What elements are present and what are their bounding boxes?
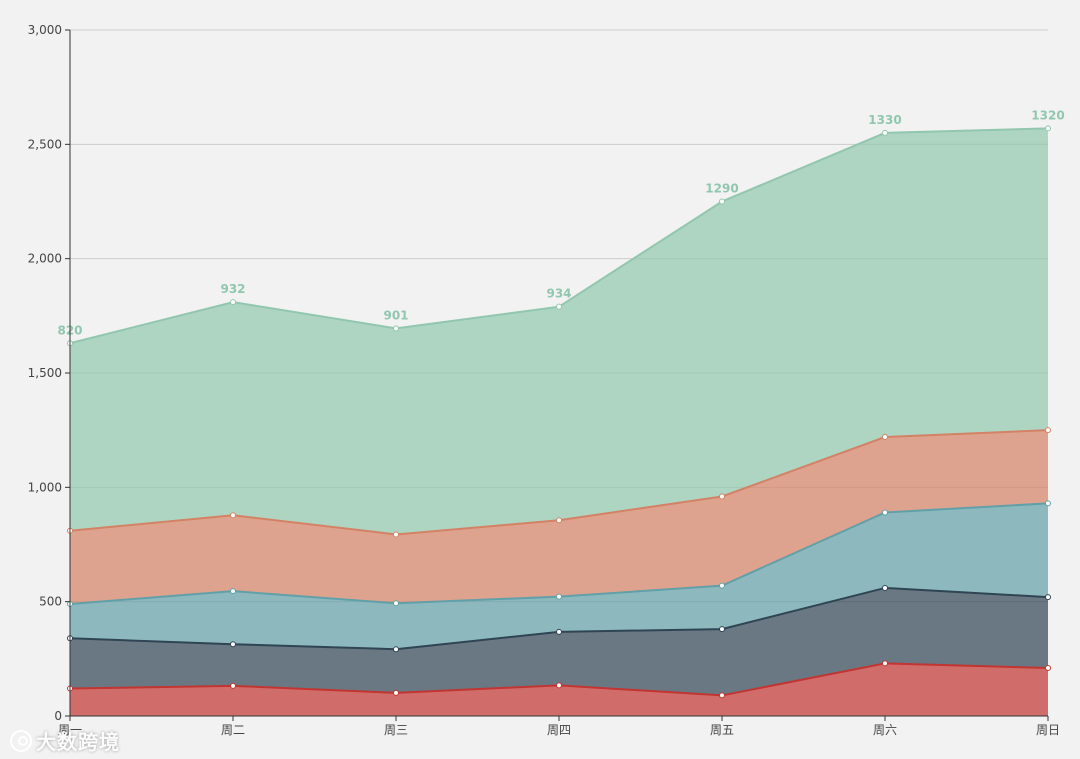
series-1-point-1: [230, 682, 236, 689]
series-2-point-2: [393, 646, 399, 653]
series-lines: [67, 125, 1051, 699]
y-tick-label-1: 500: [39, 595, 62, 609]
series-5-label-6: 1320: [1031, 108, 1064, 122]
series-2-point-6: [1045, 594, 1051, 601]
x-tick-label-0: 周一: [58, 723, 82, 737]
series-4-point-3: [556, 517, 562, 524]
x-tick-label-5: 周六: [873, 723, 897, 737]
series-2-point-1: [230, 641, 236, 648]
series-1-point-2: [393, 689, 399, 696]
series-5-point-3: [556, 303, 562, 310]
series-3-area: [70, 503, 1048, 650]
series-4-point-6: [1045, 427, 1051, 434]
series-1-point-3: [556, 682, 562, 689]
x-tick-label-1: 周二: [221, 723, 245, 737]
series-3-point-3: [556, 593, 562, 600]
series-5-label-2: 901: [383, 308, 408, 322]
series-2-point-5: [882, 584, 888, 591]
series-2-point-3: [556, 628, 562, 635]
series-3-point-5: [882, 509, 888, 516]
series-5-point-2: [393, 325, 399, 332]
series-5-area: [70, 128, 1048, 535]
y-tick-label-3: 1,500: [28, 366, 62, 380]
series-3-point-2: [393, 600, 399, 607]
series-2-area: [70, 587, 1048, 696]
y-tick-label-5: 2,500: [28, 137, 62, 151]
y-tick-label-6: 3,000: [28, 23, 62, 37]
y-tick-label-0: 0: [54, 709, 62, 723]
series-3-point-1: [230, 588, 236, 595]
series-4-point-1: [230, 512, 236, 519]
series-5-label-5: 1330: [868, 113, 901, 127]
x-tick-label-6: 周日: [1036, 723, 1060, 737]
series-1-point-6: [1045, 664, 1051, 671]
series-1-point-5: [882, 660, 888, 667]
series-1-area: [70, 663, 1048, 716]
series-5-point-5: [882, 129, 888, 136]
series-5-point-6: [1045, 125, 1051, 132]
y-tick-label-2: 1,000: [28, 480, 62, 494]
series-3-point-6: [1045, 500, 1051, 507]
y-tick-label-4: 2,000: [28, 252, 62, 266]
x-tick-label-2: 周三: [384, 723, 408, 737]
series-3-point-4: [719, 582, 725, 589]
series-4-point-2: [393, 531, 399, 538]
series-1-point-4: [719, 692, 725, 699]
series-2-point-4: [719, 626, 725, 633]
series-4-point-5: [882, 434, 888, 441]
series-4-area: [70, 430, 1048, 604]
series-5-label-3: 934: [546, 287, 571, 301]
series-5-label-1: 932: [220, 282, 245, 296]
series-5-label-4: 1290: [705, 182, 738, 196]
series-5-point-4: [719, 198, 725, 205]
axes: 0 500 1,000 1,500 2,000 2,500 3,000 周一 周二 周三 周四 周五 周…: [28, 23, 1060, 737]
x-tick-label-3: 周四: [547, 723, 571, 737]
series-4-point-4: [719, 493, 725, 500]
series-areas: [70, 128, 1048, 716]
x-tick-label-4: 周五: [710, 723, 734, 737]
series-5-point-1: [230, 299, 236, 306]
